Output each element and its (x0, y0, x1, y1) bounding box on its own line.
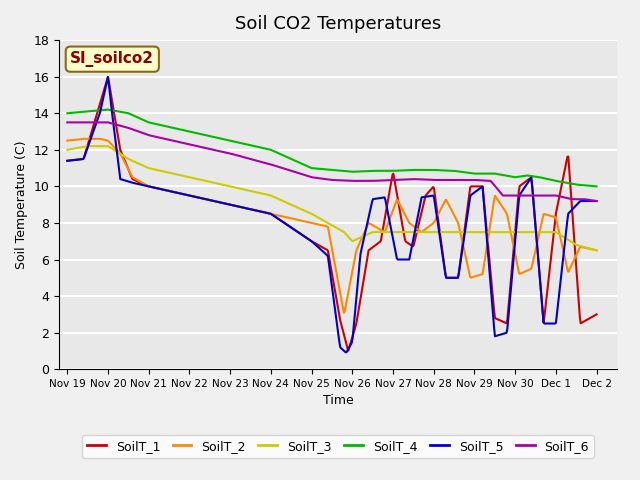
SoilT_2 (464, 263, 472, 268)
SoilT_6 (63, 120, 71, 125)
SoilT_3 (376, 229, 384, 235)
SoilT_5 (342, 349, 349, 355)
Title: Soil CO2 Temperatures: Soil CO2 Temperatures (235, 15, 441, 33)
SoilT_6 (157, 135, 164, 141)
SoilT_5 (63, 158, 71, 164)
SoilT_6 (462, 177, 470, 183)
SoilT_2 (304, 219, 312, 225)
SoilT_4 (63, 110, 71, 116)
SoilT_5 (464, 212, 472, 217)
SoilT_3 (158, 168, 166, 174)
Line: SoilT_5: SoilT_5 (67, 77, 596, 352)
Line: SoilT_4: SoilT_4 (67, 109, 596, 186)
SoilT_2 (419, 228, 426, 234)
SoilT_1 (344, 348, 352, 354)
SoilT_4 (593, 183, 600, 189)
SoilT_4 (376, 168, 384, 174)
Y-axis label: Soil Temperature (C): Soil Temperature (C) (15, 141, 28, 269)
SoilT_5 (304, 236, 312, 241)
SoilT_1 (464, 204, 472, 210)
SoilT_6 (200, 144, 207, 150)
SoilT_3 (200, 178, 208, 183)
SoilT_1 (377, 237, 385, 243)
SoilT_2 (63, 138, 71, 144)
SoilT_4 (418, 167, 426, 173)
SoilT_1 (593, 312, 600, 317)
Text: SI_soilco2: SI_soilco2 (70, 51, 154, 67)
SoilT_3 (418, 229, 426, 235)
SoilT_3 (304, 209, 312, 215)
SoilT_2 (377, 227, 385, 233)
SoilT_5 (593, 198, 600, 204)
SoilT_1 (200, 196, 208, 202)
SoilT_2 (593, 248, 600, 253)
SoilT_6 (376, 178, 383, 183)
SoilT_4 (158, 122, 166, 128)
SoilT_1 (158, 186, 166, 192)
SoilT_4 (104, 107, 112, 112)
SoilT_3 (463, 229, 470, 235)
SoilT_5 (200, 196, 208, 202)
SoilT_1 (419, 205, 426, 211)
SoilT_2 (80, 136, 88, 142)
Legend: SoilT_1, SoilT_2, SoilT_3, SoilT_4, SoilT_5, SoilT_6: SoilT_1, SoilT_2, SoilT_3, SoilT_4, Soil… (82, 435, 594, 458)
X-axis label: Time: Time (323, 395, 353, 408)
SoilT_3 (593, 248, 600, 253)
SoilT_2 (200, 196, 208, 202)
SoilT_6 (417, 177, 424, 182)
SoilT_2 (340, 310, 348, 316)
SoilT_6 (303, 173, 310, 179)
SoilT_4 (304, 164, 312, 169)
SoilT_5 (419, 194, 426, 200)
SoilT_2 (158, 186, 166, 192)
SoilT_5 (377, 195, 385, 201)
SoilT_1 (63, 158, 71, 164)
SoilT_6 (593, 198, 600, 204)
SoilT_4 (463, 169, 470, 175)
SoilT_4 (200, 132, 208, 138)
SoilT_1 (304, 236, 312, 241)
SoilT_5 (104, 74, 112, 80)
Line: SoilT_3: SoilT_3 (67, 146, 596, 251)
Line: SoilT_2: SoilT_2 (67, 139, 596, 313)
SoilT_3 (63, 147, 71, 153)
SoilT_1 (104, 74, 112, 80)
SoilT_3 (84, 143, 92, 149)
SoilT_5 (158, 186, 166, 192)
Line: SoilT_6: SoilT_6 (67, 122, 596, 201)
Line: SoilT_1: SoilT_1 (67, 77, 596, 351)
